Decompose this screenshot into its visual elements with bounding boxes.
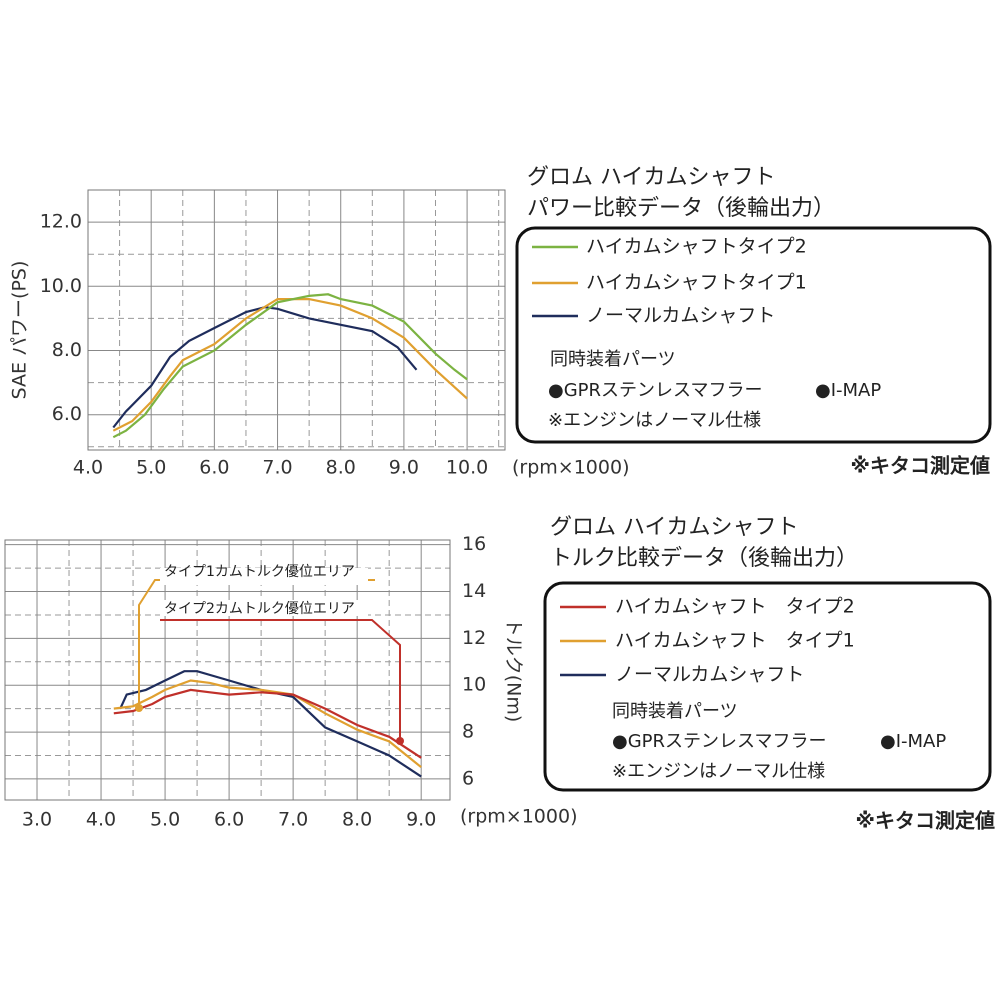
source: ※キタコ測定値: [851, 454, 990, 478]
x-tick-label: 6.0: [214, 809, 244, 831]
x-tick-label: 10.0: [446, 457, 488, 479]
series-line: [112, 293, 468, 439]
source: ※キタコ測定値: [856, 809, 995, 833]
x-tick-label: 7.0: [278, 809, 308, 831]
note-engine: ※エンジンはノーマル仕様: [548, 410, 761, 431]
y-tick-label: 10: [462, 674, 486, 696]
legend-label: ノーマルカムシャフト: [586, 305, 775, 327]
subtitle: パワー比較データ（後輪出力）: [527, 196, 835, 221]
x-axis-label: (rpm×1000): [512, 457, 629, 479]
plot-frame: [4, 539, 451, 801]
x-tick-label: 3.0: [22, 809, 52, 831]
y-tick-label: 12.0: [40, 211, 82, 233]
annotations: タイプ1カムトルク優位エリア タイプ2カムトルク優位エリア: [135, 564, 404, 745]
x-tick-label: 5.0: [136, 457, 166, 479]
legend-box: [543, 581, 992, 792]
x-tick-label: 8.0: [326, 457, 356, 479]
annotation: タイプ2カムトルク優位エリア: [164, 601, 355, 617]
note-engine: ※エンジンはノーマル仕様: [612, 761, 825, 782]
annotation-dot: [135, 704, 143, 712]
note-part: ●GPRステンレスマフラー: [548, 380, 762, 401]
chart: 4.0 5.0 6.0 7.0 8.0 9.0 10.0 6.0 8.0 10.0 12.0 ハイカム…: [40, 189, 807, 479]
series-line: [112, 298, 468, 432]
title: グロム ハイカムシャフト: [527, 165, 776, 190]
series-line: [112, 306, 418, 429]
series-line: [119, 670, 422, 778]
legend-label: ハイカムシャフトタイプ1: [586, 272, 807, 294]
x-tick-label: 9.0: [389, 457, 419, 479]
y-tick-label: 6.0: [52, 403, 82, 425]
y-tick-label: 16: [462, 533, 486, 555]
legend-label: ハイカムシャフト タイプ1: [615, 630, 855, 652]
label-bg: [160, 600, 368, 616]
series-line: [113, 679, 422, 769]
series-line: [113, 688, 422, 759]
y-tick-label: 10.0: [40, 275, 82, 297]
legend-label: ハイカムシャフトタイプ2: [586, 236, 807, 258]
y-tick-label: 8.0: [52, 339, 82, 361]
x-tick-label: 6.0: [199, 457, 229, 479]
note-part: ●I-MAP: [815, 380, 881, 401]
x-tick-label: 4.0: [86, 809, 116, 831]
x-tick-label: 9.0: [406, 809, 436, 831]
subtitle: トルク比較データ（後輪出力）: [550, 546, 858, 571]
title: グロム ハイカムシャフト: [550, 515, 799, 540]
leader-line: [160, 619, 401, 741]
x-tick-label: 4.0: [73, 457, 103, 479]
x-tick-label: 8.0: [342, 809, 372, 831]
legend-label: ハイカムシャフト タイプ2: [615, 596, 855, 618]
note-part: ●I-MAP: [880, 731, 946, 752]
y-axis-label: SAE パワー(PS): [9, 261, 31, 400]
y-tick-label: 12: [462, 627, 486, 649]
label-bg: [160, 568, 368, 585]
annotation-dot: [396, 737, 404, 745]
plot-frame: [87, 189, 506, 451]
note-heading: 同時装着パーツ: [612, 701, 738, 722]
note-heading: 同時装着パーツ: [550, 349, 676, 370]
x-tick-label: 5.0: [150, 809, 180, 831]
legend-box: [515, 226, 992, 444]
x-tick-label: 7.0: [262, 457, 292, 479]
x-axis-label: (rpm×1000): [460, 806, 577, 828]
note-part: ●GPRステンレスマフラー: [612, 731, 826, 752]
legend-label: ノーマルカムシャフト: [615, 664, 804, 686]
annotation: タイプ1カムトルク優位エリア: [164, 564, 355, 580]
y-tick-label: 8: [462, 721, 474, 743]
chart: 3.0 4.0 5.0 6.0 7.0 8.0 9.0 6 8 10 12 14 16 ハイカムシャフト …: [4, 533, 855, 831]
y-tick-label: 14: [462, 580, 486, 602]
y-axis-label: トルク(Nm): [503, 618, 525, 723]
y-tick-label: 6: [462, 767, 474, 789]
